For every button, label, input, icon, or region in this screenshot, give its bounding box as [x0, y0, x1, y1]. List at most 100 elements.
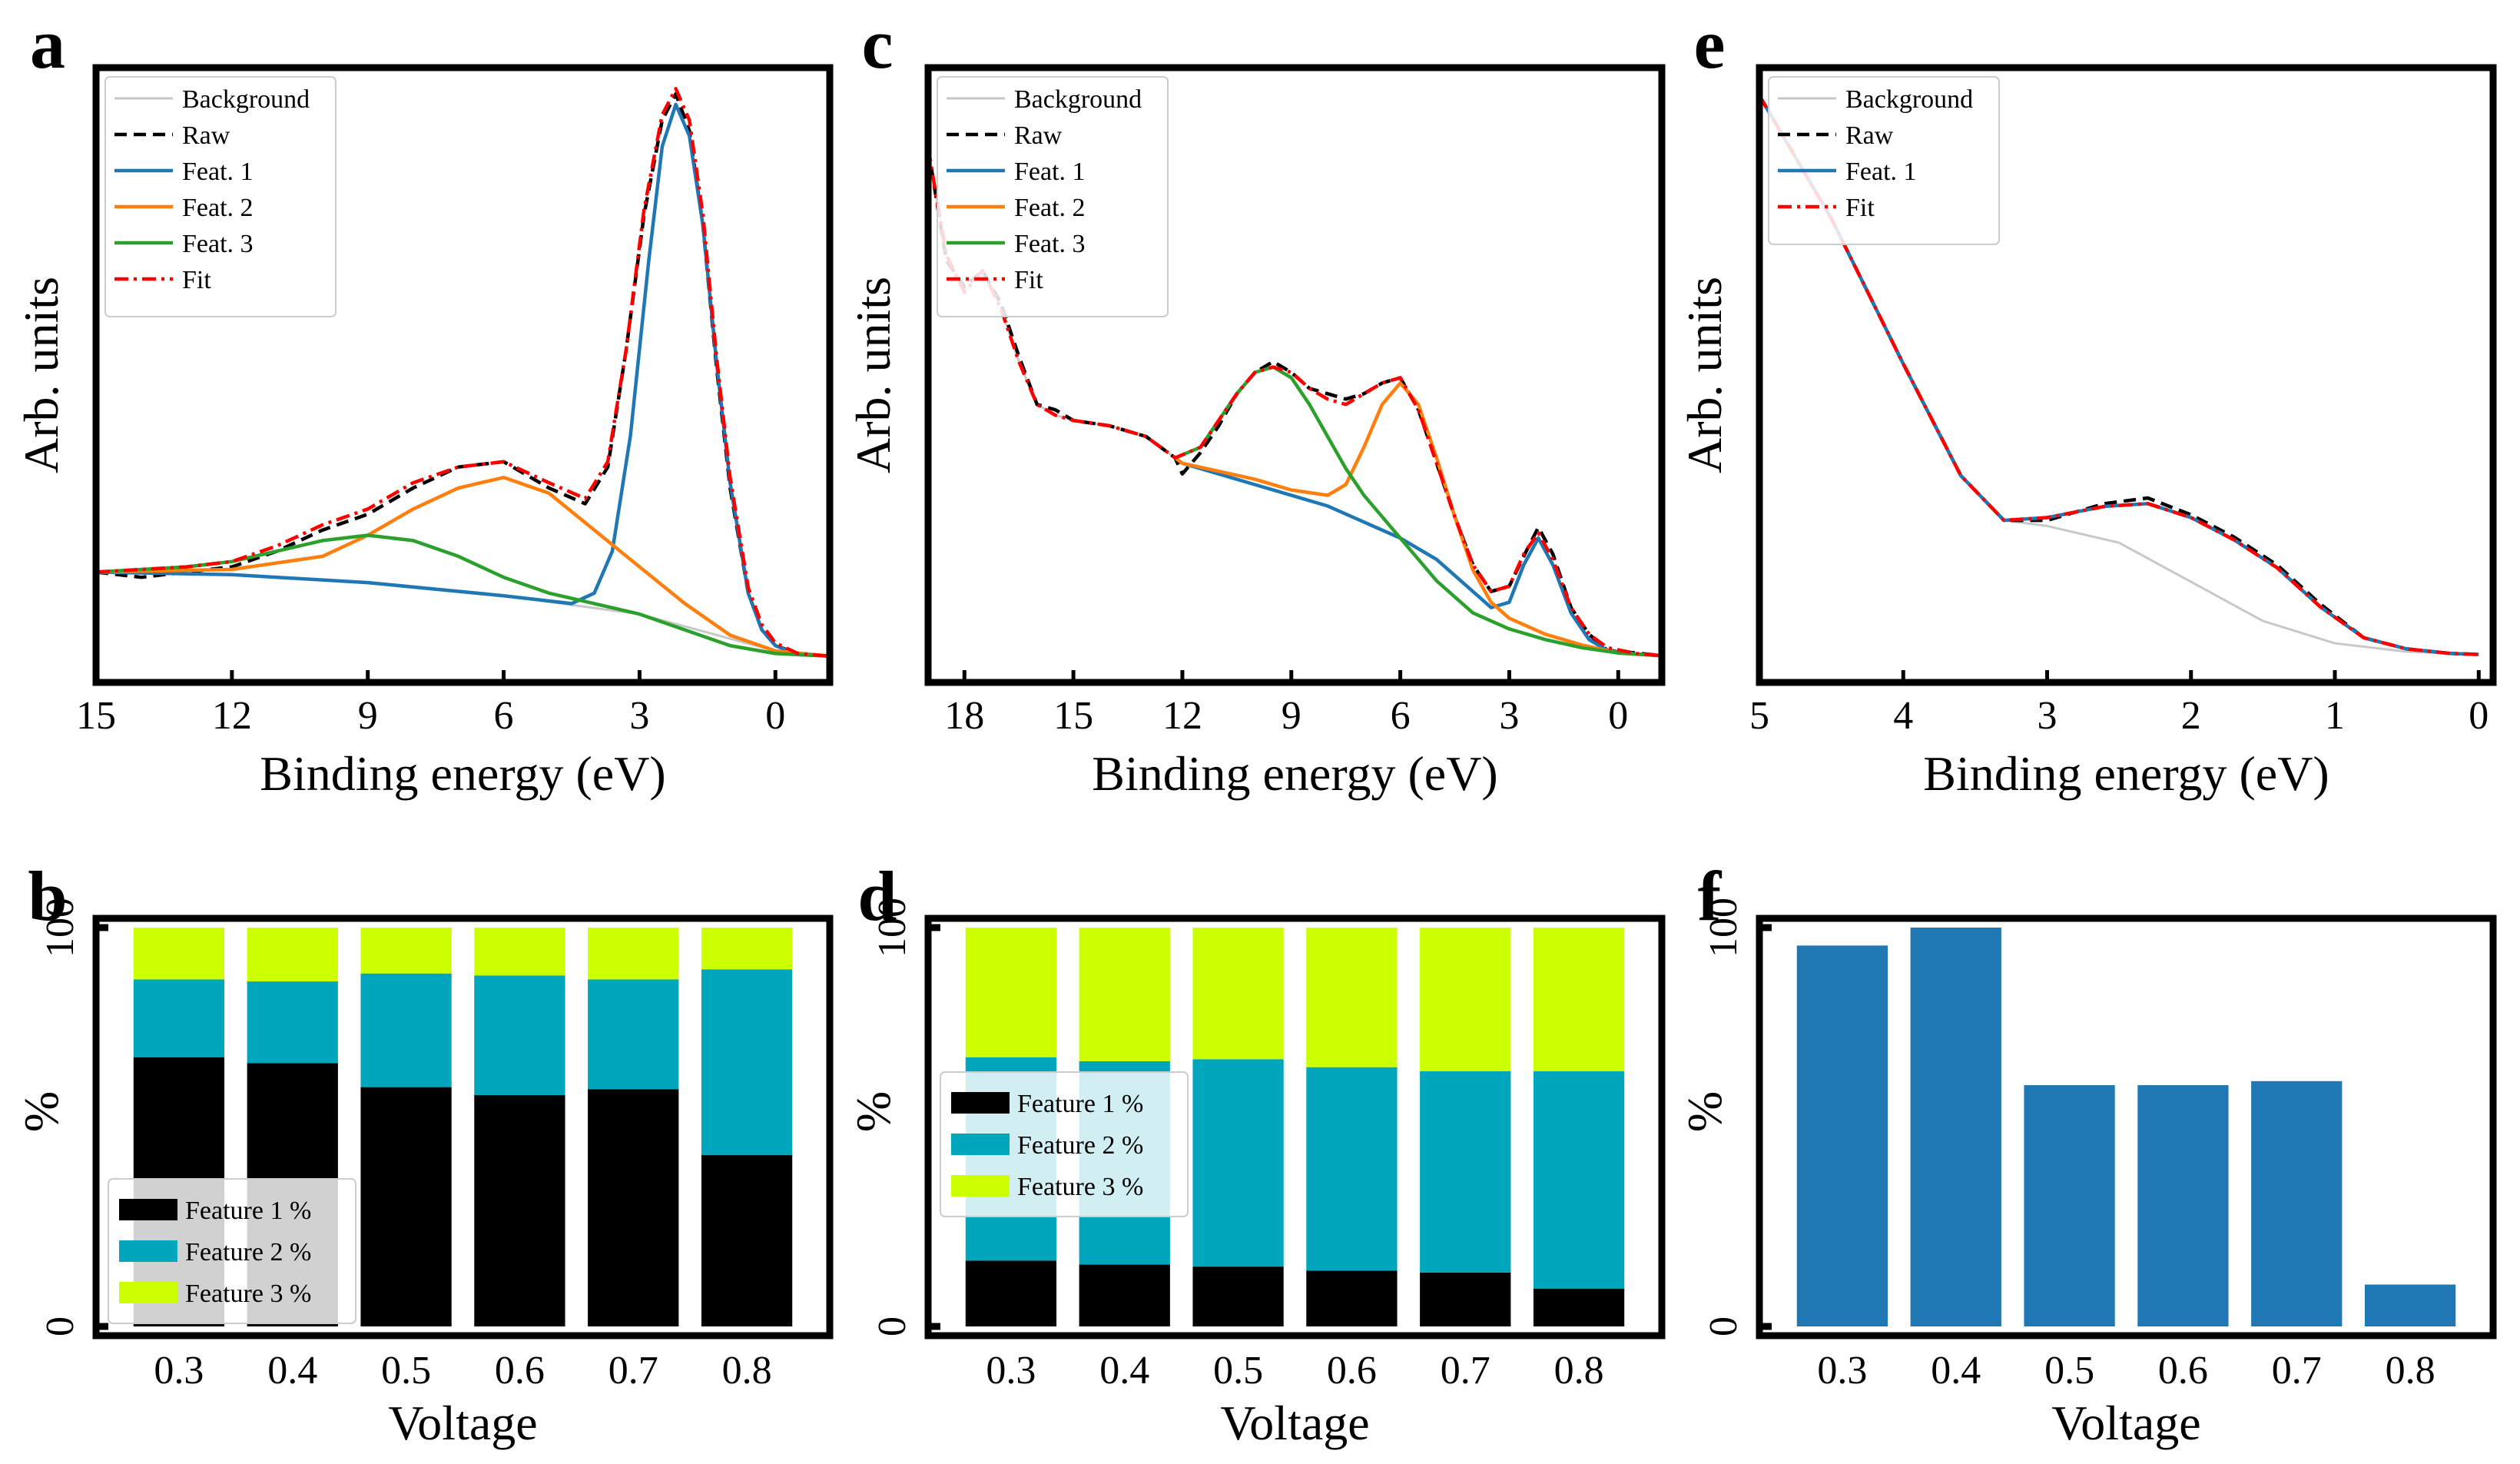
x-tick-label: 18: [944, 694, 984, 738]
plot-frame: [92, 64, 834, 686]
x-tick-label: 0.4: [1099, 1349, 1149, 1393]
y-axis-label: %: [846, 1091, 900, 1132]
bar-feature-3-0.7: [1420, 928, 1511, 1071]
plot-frame: [1756, 64, 2497, 686]
x-tick-label: 6: [1391, 694, 1411, 738]
legend-entry: Feat. 1: [182, 158, 254, 186]
x-tick-label: 0.4: [267, 1349, 317, 1393]
panel-b: b 0.3 0.4 0.5 0.6 0.7 0.8 0 100 Voltage% Feature 1…: [14, 857, 834, 1450]
legend-swatch: [119, 1282, 177, 1303]
panel-label-c: c: [862, 5, 894, 83]
legend-box: [104, 76, 337, 317]
legend-entry: Feature 1 %: [1017, 1090, 1143, 1118]
panel-e: e 5 4 3 2 1 0 Binding energy (eV) Arb. units Back…: [1677, 5, 2497, 801]
legend-entry: Feat. 1: [1014, 158, 1086, 186]
bar-feature-1-0.8: [2364, 1284, 2456, 1326]
panel-d: d 0.3 0.4 0.5 0.6 0.7 0.8 0 100 Voltage% Feature 1…: [846, 857, 1666, 1450]
legend-entry: Feat. 3: [182, 230, 254, 258]
bar-feature-2-0.5: [360, 973, 452, 1087]
x-tick-label: 3: [629, 694, 649, 738]
x-tick-label: 0.6: [1327, 1349, 1377, 1393]
legend-entry: Background: [182, 85, 310, 114]
x-tick-label: 0: [765, 694, 785, 738]
bar-feature-1-0.5: [2024, 1085, 2115, 1326]
x-tick-label: 15: [1053, 694, 1093, 738]
y-axis-label: Arb. units: [14, 277, 68, 473]
bar-feature-3-0.4: [1079, 928, 1170, 1061]
x-tick-label: 4: [1893, 694, 1913, 738]
y-tick-label: 0: [870, 1316, 914, 1336]
bar-feature-1-0.4: [1079, 1264, 1170, 1326]
legend-swatch: [951, 1134, 1010, 1155]
legend-swatch: [951, 1175, 1010, 1197]
bar-feature-1-0.5: [360, 1087, 452, 1326]
x-tick-label: 12: [1162, 694, 1202, 738]
series-fit: [926, 147, 1663, 658]
legend-entry: Raw: [182, 121, 230, 150]
x-tick-label: 3: [1499, 694, 1519, 738]
legend-entry: Background: [1845, 85, 1973, 114]
x-tick-label: 0.7: [2272, 1349, 2322, 1393]
x-tick-label: 0.3: [1817, 1349, 1867, 1393]
series-fit: [95, 87, 831, 659]
bar-feature-2-0.6: [1306, 1067, 1398, 1271]
x-tick-label: 12: [212, 694, 252, 738]
plot-frame: [924, 64, 1666, 686]
legend-entry: Raw: [1845, 121, 1894, 150]
series-feat-2: [95, 476, 831, 659]
panel-label-f: f: [1698, 857, 1723, 935]
legend-entry: Feat. 3: [1014, 230, 1086, 258]
legend-entry: Fit: [1014, 266, 1043, 294]
bar-feature-2-0.7: [1420, 1071, 1511, 1273]
x-tick-label: 0.7: [608, 1349, 658, 1393]
y-tick-label: 100: [870, 898, 914, 958]
y-tick-label: 100: [1702, 898, 1746, 958]
bar-feature-1-0.6: [1306, 1270, 1398, 1326]
x-tick-label: 2: [2181, 694, 2201, 738]
legend-box: [1768, 76, 2000, 245]
legend-entry: Feature 1 %: [185, 1197, 311, 1225]
plot-frame: [924, 915, 1666, 1340]
bar-feature-3-0.5: [360, 928, 452, 974]
panel-f: f 0.3 0.4 0.5 0.6 0.7 0.8 0 100 Voltage%: [1677, 857, 2497, 1450]
panel-a: a 15 12 9 6 3 0 Binding energy (eV) Arb. units Ba…: [14, 5, 834, 801]
y-axis-label: %: [14, 1091, 68, 1132]
x-tick-label: 0.6: [2158, 1349, 2208, 1393]
plot-frame: [92, 915, 834, 1340]
bar-feature-2-0.4: [247, 981, 338, 1064]
x-tick-label: 0.8: [2386, 1349, 2435, 1393]
series-feat-3: [95, 533, 831, 659]
x-tick-label: 0: [2469, 694, 2488, 738]
bar-feature-3-0.3: [965, 928, 1057, 1057]
x-tick-label: 0.8: [722, 1349, 772, 1393]
bar-feature-1-0.8: [1533, 1288, 1625, 1326]
x-tick-label: 0.5: [381, 1349, 431, 1393]
x-tick-label: 0.4: [1931, 1349, 1981, 1393]
legend-entry: Raw: [1014, 121, 1063, 150]
panel-c: c 18 15 12 9 6 3 0 Binding energy (eV) Arb. units…: [846, 5, 1666, 801]
x-tick-label: 0: [1608, 694, 1628, 738]
x-axis-label: Binding energy (eV): [1923, 746, 2329, 801]
bar-feature-3-0.4: [247, 928, 338, 982]
x-tick-label: 9: [1282, 694, 1301, 738]
x-tick-label: 3: [2038, 694, 2057, 738]
legend-entry: Feature 2 %: [185, 1238, 311, 1266]
x-tick-label: 0.5: [1213, 1349, 1263, 1393]
bar-feature-1-0.7: [2251, 1081, 2343, 1326]
y-axis-label: Arb. units: [1677, 277, 1732, 473]
x-tick-label: 0.6: [495, 1349, 545, 1393]
bar-feature-2-0.3: [133, 979, 225, 1057]
bar-feature-3-0.6: [1306, 928, 1398, 1067]
bar-feature-1-0.7: [588, 1089, 679, 1326]
x-axis-label: Voltage: [2051, 1396, 2200, 1450]
bar-feature-2-0.8: [701, 969, 793, 1155]
series-fit: [1758, 95, 2479, 656]
bar-feature-2-0.8: [1533, 1071, 1625, 1289]
y-tick-label: 0: [38, 1316, 82, 1336]
legend-entry: Feat. 1: [1845, 158, 1917, 186]
bar-feature-3-0.8: [701, 928, 793, 970]
panel-label-e: e: [1694, 5, 1726, 83]
legend-swatch: [119, 1240, 177, 1262]
bar-feature-3-0.3: [133, 928, 225, 980]
